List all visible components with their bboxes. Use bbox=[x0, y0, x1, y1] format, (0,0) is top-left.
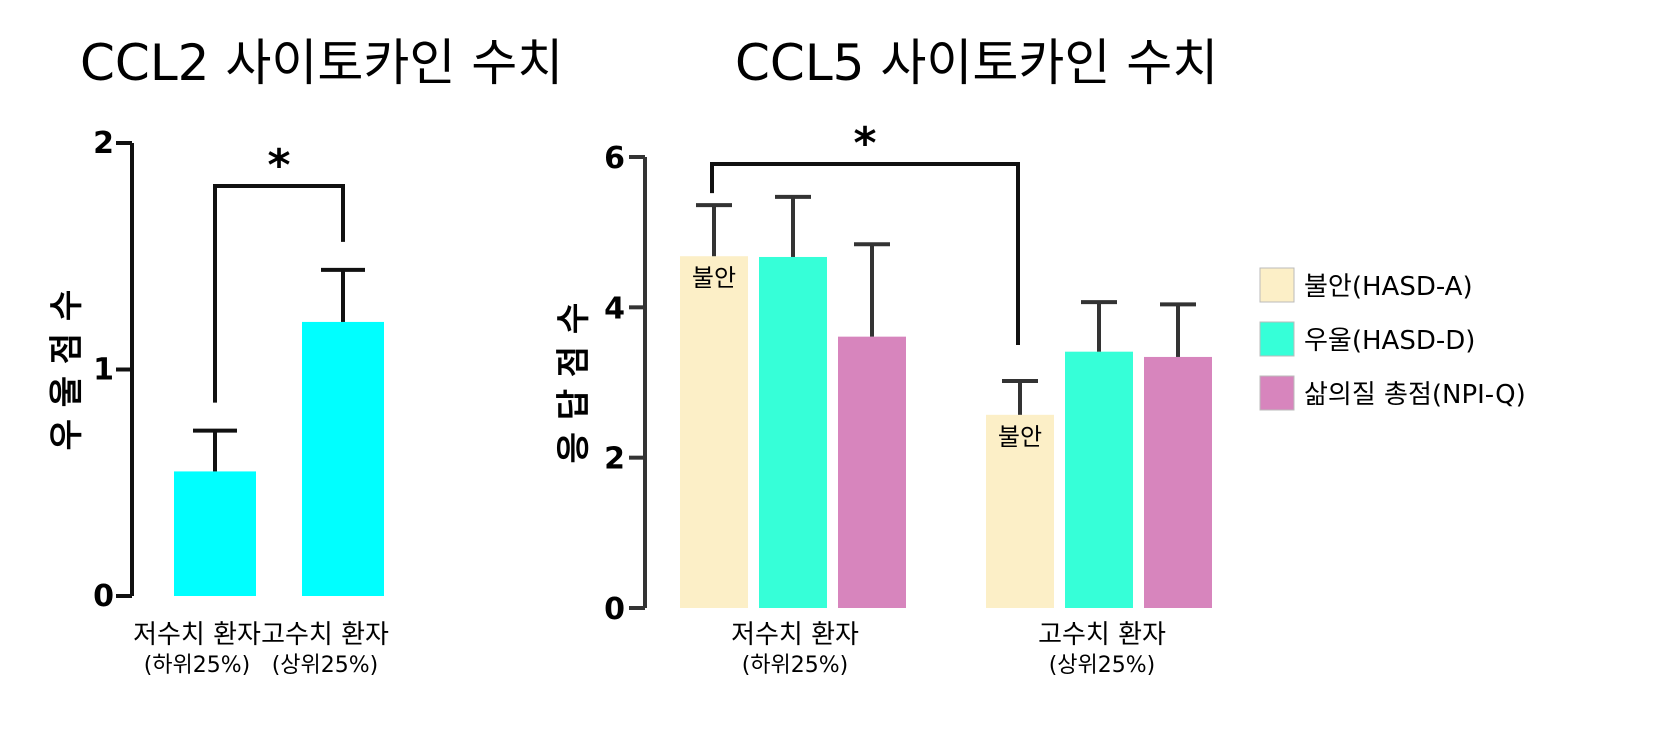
ccl5-bar bbox=[1144, 356, 1212, 608]
ccl5-y-axis-label: 응 답 점 수 bbox=[554, 303, 594, 464]
ccl2-y-tick-label: 2 bbox=[93, 126, 114, 161]
ccl2-significance: * bbox=[213, 140, 345, 403]
ccl5-y-tick-label: 4 bbox=[604, 291, 625, 326]
ccl5-bar bbox=[986, 414, 1054, 608]
ccl2-bar bbox=[302, 321, 384, 596]
ccl5-bar bbox=[759, 256, 827, 608]
ccl5-title: CCL5 사이토카인 수치 bbox=[735, 34, 1218, 92]
ccl5-category-sublabel: (상위25%) bbox=[1049, 653, 1156, 678]
ccl2-y-tick-label: 1 bbox=[93, 353, 114, 388]
ccl5-significance: * bbox=[710, 118, 1020, 345]
ccl2-title: CCL2 사이토카인 수치 bbox=[80, 34, 563, 92]
ccl5-y-tick-label: 6 bbox=[604, 141, 625, 176]
ccl2-y-axis: 0 1 2 bbox=[93, 126, 134, 614]
ccl2-bars bbox=[174, 267, 384, 596]
ccl5-bar-label: 불안 bbox=[998, 423, 1042, 451]
legend-entry-label: 불안(HASD-A) bbox=[1304, 272, 1473, 302]
ccl5-bar-label: 불안 bbox=[692, 264, 736, 292]
ccl5-bar bbox=[838, 336, 906, 608]
legend-entry-label: 우울(HASD-D) bbox=[1304, 326, 1475, 356]
ccl5-category-label: 저수치 환자 bbox=[731, 620, 859, 650]
ccl2-chart: CCL2 사이토카인 수치 우 울 점 수 0 1 2 * 저수치 환자 (하위25%… bbox=[47, 34, 563, 678]
ccl2-category-label: 저수치 환자 bbox=[133, 620, 261, 650]
ccl2-bar bbox=[174, 471, 256, 596]
ccl5-y-axis: 0 2 4 6 bbox=[604, 141, 647, 627]
ccl2-y-axis-label: 우 울 점 수 bbox=[47, 290, 87, 451]
ccl5-bar bbox=[1065, 351, 1133, 608]
ccl2-category-sublabel: (하위25%) bbox=[144, 653, 251, 678]
ccl5-significance-star: * bbox=[853, 118, 876, 169]
legend-swatch bbox=[1259, 375, 1295, 411]
ccl2-category-label: 고수치 환자 bbox=[261, 620, 389, 650]
ccl5-category-sublabel: (하위25%) bbox=[742, 653, 849, 678]
ccl5-legend: 불안(HASD-A) 우울(HASD-D) 삶의질 총점(NPI-Q) bbox=[1259, 267, 1526, 411]
ccl2-significance-bracket bbox=[213, 184, 345, 403]
ccl2-y-tick-label: 0 bbox=[93, 579, 114, 614]
ccl2-category-sublabel: (상위25%) bbox=[272, 653, 379, 678]
legend-swatch bbox=[1259, 267, 1295, 303]
ccl5-category-label: 고수치 환자 bbox=[1038, 620, 1166, 650]
ccl5-bar bbox=[680, 256, 748, 608]
ccl2-significance-star: * bbox=[267, 140, 290, 191]
ccl5-y-tick-label: 2 bbox=[604, 442, 625, 477]
ccl2-categories: 저수치 환자 (하위25%) 고수치 환자 (상위25%) bbox=[133, 620, 389, 678]
legend-entry-label: 삶의질 총점(NPI-Q) bbox=[1304, 380, 1526, 410]
ccl5-significance-bracket bbox=[710, 162, 1020, 345]
ccl5-y-tick-label: 0 bbox=[604, 592, 625, 627]
ccl5-categories: 저수치 환자 (하위25%) 고수치 환자 (상위25%) bbox=[731, 620, 1166, 678]
legend-swatch bbox=[1259, 321, 1295, 357]
